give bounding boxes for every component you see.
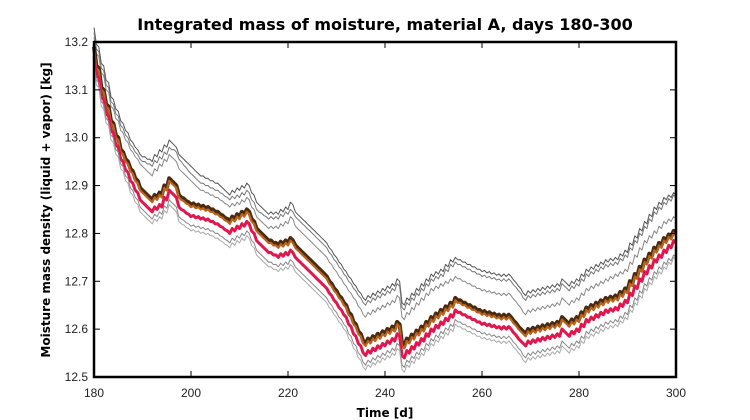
y-tick-label: 12.8 [65,226,89,240]
x-tick-label: 260 [472,386,492,400]
y-axis-label: Moisture mass density (liquid + vapor) [… [39,62,53,357]
y-tick-label: 13.0 [65,131,89,145]
x-tick-label: 240 [375,386,395,400]
x-axis: 180 200 220 240 260 280 300 [84,42,686,400]
x-tick-label: 200 [181,386,201,400]
y-tick-label: 12.6 [65,322,89,336]
y-tick-label: 12.5 [65,370,89,384]
x-tick-label: 180 [84,386,104,400]
y-tick-label: 13.1 [65,83,89,97]
y-tick-label: 12.9 [65,179,89,193]
series-layer [92,27,678,373]
series-line-upper-envelope-outer [93,27,677,306]
x-axis-label: Time [d] [357,406,414,420]
chart-title: Integrated mass of moisture, material A,… [137,15,632,34]
y-tick-label: 13.2 [65,35,89,49]
series-line-mean-dark [92,46,678,348]
series-line-mean-orange [92,49,677,350]
x-tick-label: 280 [569,386,589,400]
series-line-upper-stepped [93,37,677,321]
series-line-lower-envelope [93,65,677,373]
x-tick-label: 220 [278,386,298,400]
x-tick-label: 300 [666,386,686,400]
y-axis: 12.5 12.6 12.7 12.8 12.9 13.0 13.1 13.2 [65,35,676,384]
series-line-lower-stepped [93,61,677,368]
series-line-upper-envelope-inner [93,32,677,311]
series-line-mean-red [92,56,678,360]
y-tick-label: 12.7 [65,274,89,288]
